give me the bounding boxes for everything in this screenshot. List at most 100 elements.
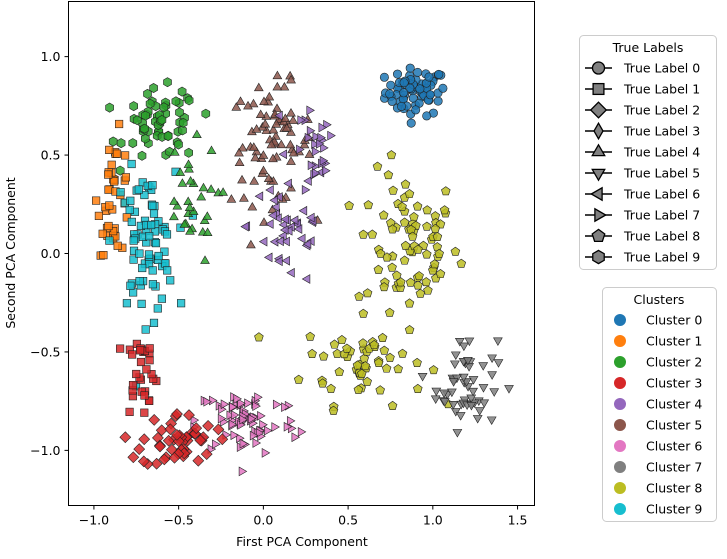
scatter-point bbox=[305, 331, 315, 341]
scatter-point bbox=[239, 414, 248, 425]
scatter-point bbox=[264, 425, 273, 436]
scatter-point bbox=[280, 113, 291, 123]
scatter-point bbox=[362, 376, 372, 386]
scatter-point bbox=[128, 138, 138, 149]
scatter-point bbox=[258, 165, 269, 175]
scatter-point bbox=[99, 251, 108, 260]
scatter-point bbox=[281, 402, 290, 412]
cluster-color-swatch bbox=[614, 335, 626, 347]
scatter-point bbox=[237, 142, 248, 152]
scatter-point bbox=[479, 399, 490, 408]
scatter-point bbox=[307, 160, 317, 171]
scatter-point bbox=[163, 266, 172, 275]
scatter-point bbox=[203, 396, 212, 407]
scatter-point bbox=[183, 409, 195, 421]
scatter-point bbox=[160, 247, 169, 256]
scatter-point bbox=[135, 249, 144, 258]
scatter-point bbox=[177, 299, 186, 308]
true-label-legend-entry: True Label 5 bbox=[623, 166, 700, 181]
scatter-point bbox=[246, 239, 256, 249]
legend-marker-triangle-right-icon bbox=[594, 207, 607, 223]
cluster-color-swatch bbox=[614, 356, 626, 368]
scatter-point bbox=[275, 236, 284, 247]
scatter-point bbox=[493, 359, 504, 368]
scatter-point bbox=[128, 381, 138, 390]
scatter-point bbox=[417, 372, 428, 382]
cluster-legend-entry: Cluster 8 bbox=[646, 481, 702, 496]
scatter-point bbox=[104, 170, 113, 179]
scatter-point bbox=[145, 396, 154, 405]
scatter-point bbox=[317, 378, 328, 388]
scatter-point bbox=[263, 173, 274, 183]
scatter-point bbox=[105, 102, 114, 113]
scatter-point bbox=[269, 195, 278, 206]
y-axis-label: Second PCA Component bbox=[3, 177, 18, 328]
scatter-point bbox=[415, 84, 425, 94]
scatter-point bbox=[441, 186, 451, 196]
scatter-point bbox=[296, 144, 305, 155]
scatter-point bbox=[216, 433, 229, 446]
scatter-point bbox=[251, 146, 262, 156]
scatter-point bbox=[274, 110, 283, 121]
scatter-point bbox=[127, 217, 136, 226]
cluster-legend-entry: Cluster 3 bbox=[646, 376, 702, 391]
scatter-point bbox=[299, 139, 310, 149]
scatter-point bbox=[148, 280, 157, 289]
scatter-point bbox=[379, 345, 390, 355]
true-label-legend-entry: True Label 8 bbox=[623, 229, 700, 244]
y-axis: −1.0 −0.5 0.0 0.5 1.0 bbox=[30, 49, 69, 458]
scatter-point bbox=[372, 161, 383, 171]
scatter-points bbox=[92, 63, 514, 477]
scatter-point bbox=[175, 167, 186, 176]
x-axis-label: First PCA Component bbox=[236, 534, 368, 549]
scatter-point bbox=[504, 385, 514, 394]
scatter-point bbox=[234, 157, 245, 167]
scatter-point bbox=[301, 274, 311, 284]
true-label-legend-entry: True Label 3 bbox=[623, 124, 700, 139]
scatter-point bbox=[386, 150, 397, 160]
scatter-point bbox=[257, 411, 266, 421]
scatter-point bbox=[296, 233, 306, 244]
scatter-point bbox=[184, 95, 194, 106]
scatter-point bbox=[375, 385, 385, 395]
scatter-point bbox=[387, 262, 397, 272]
scatter-point bbox=[149, 83, 158, 93]
scatter-point bbox=[271, 422, 280, 432]
clusters-legend-title: Clusters bbox=[634, 292, 685, 307]
scatter-point bbox=[168, 451, 181, 464]
scatter-point bbox=[400, 179, 411, 189]
scatter-point bbox=[132, 115, 142, 126]
scatter-point bbox=[154, 251, 163, 261]
scatter-point bbox=[399, 78, 409, 88]
scatter-point bbox=[307, 348, 317, 358]
scatter-point bbox=[192, 454, 205, 467]
y-tick-label: 0.5 bbox=[41, 148, 61, 163]
scatter-point bbox=[147, 220, 156, 230]
scatter-point bbox=[198, 182, 209, 192]
scatter-point bbox=[126, 281, 135, 290]
scatter-point bbox=[399, 88, 409, 98]
scatter-point bbox=[140, 190, 149, 200]
scatter-point bbox=[148, 201, 157, 210]
scatter-point bbox=[297, 115, 306, 125]
scatter-point bbox=[379, 282, 389, 292]
scatter-point bbox=[393, 69, 402, 79]
scatter-point bbox=[121, 151, 130, 160]
scatter-point bbox=[254, 191, 264, 202]
scatter-point bbox=[125, 407, 134, 416]
scatter-point bbox=[252, 438, 262, 448]
scatter-point bbox=[129, 236, 138, 245]
scatter-point bbox=[259, 96, 269, 106]
scatter-point bbox=[116, 188, 125, 197]
scatter-point bbox=[142, 365, 151, 374]
scatter-point bbox=[405, 63, 415, 73]
scatter-point bbox=[145, 344, 154, 353]
scatter-point bbox=[412, 201, 423, 211]
scatter-point bbox=[141, 325, 150, 334]
scatter-point bbox=[247, 413, 257, 424]
scatter-point bbox=[94, 211, 103, 220]
x-tick-label: 1.0 bbox=[423, 513, 443, 528]
scatter-point bbox=[450, 360, 460, 370]
cluster-color-swatch bbox=[614, 419, 626, 431]
scatter-point bbox=[304, 132, 314, 143]
